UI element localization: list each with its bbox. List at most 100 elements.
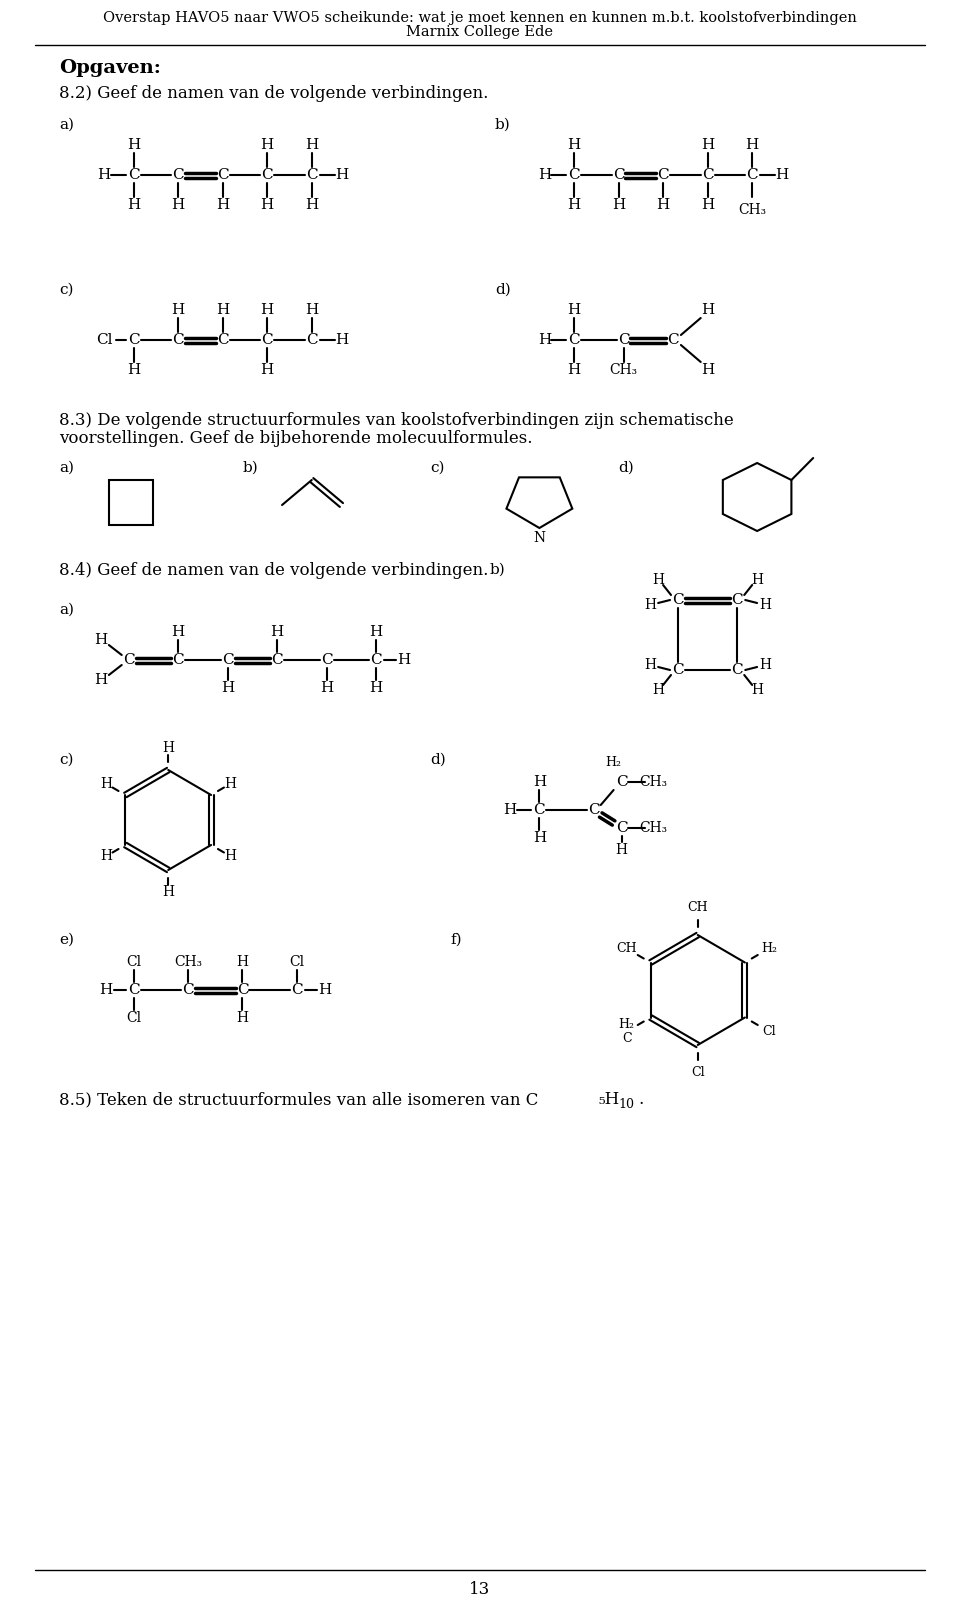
Text: 8.4) Geef de namen van de volgende verbindingen.: 8.4) Geef de namen van de volgende verbi… [60,562,489,579]
Text: C: C [182,983,194,998]
Text: H: H [751,573,763,587]
Text: c): c) [60,283,74,298]
Text: N: N [534,531,545,545]
Text: H: H [127,198,140,212]
Text: CH₃: CH₃ [639,821,667,835]
Text: CH₃: CH₃ [174,956,203,969]
Text: H: H [652,682,664,697]
Text: d): d) [430,753,446,767]
Text: C: C [291,983,302,998]
Text: H: H [260,138,274,151]
Text: e): e) [60,933,74,948]
Text: H: H [101,850,112,862]
Text: CH₃: CH₃ [639,776,667,788]
Text: b): b) [490,563,506,578]
Text: C: C [732,663,743,677]
Text: H: H [370,624,383,639]
Text: CH: CH [687,901,708,914]
Text: H: H [503,803,516,817]
Text: H: H [644,658,657,673]
Text: H: H [612,198,625,212]
Text: H: H [538,167,551,182]
Text: H: H [236,956,249,969]
Text: H: H [335,167,348,182]
Text: H: H [216,198,229,212]
Text: a): a) [60,117,74,132]
Text: C: C [306,167,318,182]
Text: H₂: H₂ [761,941,777,956]
Text: C: C [371,653,382,668]
Text: C: C [217,333,228,348]
Text: Cl: Cl [126,1010,141,1025]
Text: H: H [370,681,383,695]
Text: H: H [759,658,771,673]
Text: H: H [94,673,108,687]
Text: Cl: Cl [762,1025,776,1038]
Text: C: C [612,167,624,182]
Text: Cl: Cl [691,1067,705,1080]
Text: H: H [533,776,546,788]
Text: Cl: Cl [126,956,141,969]
Text: H: H [224,777,236,792]
Text: H: H [759,599,771,611]
Text: H: H [221,681,234,695]
Text: C: C [272,653,283,668]
Text: H: H [652,573,664,587]
Text: Cl: Cl [96,333,112,348]
Text: a): a) [60,462,74,475]
Text: C: C [702,167,713,182]
Text: C: C [615,776,627,788]
Text: 8.5) Teken de structuurformules van alle isomeren van C: 8.5) Teken de structuurformules van alle… [60,1091,539,1109]
Text: H: H [776,167,788,182]
Text: H: H [162,885,175,899]
Text: H: H [567,364,581,377]
Text: C: C [672,663,684,677]
Text: H₂: H₂ [606,756,622,769]
Text: H: H [260,364,274,377]
Text: 8.2) Geef de namen van de volgende verbindingen.: 8.2) Geef de namen van de volgende verbi… [60,85,489,101]
Text: H: H [701,302,714,317]
Text: H: H [216,302,229,317]
Text: C: C [732,594,743,607]
Text: C: C [128,333,139,348]
Text: H: H [746,138,758,151]
Text: C: C [173,167,184,182]
Text: H: H [701,364,714,377]
Text: C: C [128,167,139,182]
Text: C: C [237,983,249,998]
Text: 8.3) De volgende structuurformules van koolstofverbindingen zijn schematische: 8.3) De volgende structuurformules van k… [60,412,734,428]
Text: C: C [123,653,134,668]
Text: H: H [701,138,714,151]
Text: H: H [644,599,657,611]
Text: H: H [101,777,112,792]
Text: H: H [271,624,284,639]
Text: C: C [306,333,318,348]
Text: C: C [173,333,184,348]
Text: b): b) [243,462,258,475]
Text: H: H [172,302,184,317]
Text: C: C [568,333,580,348]
Text: H: H [615,843,628,858]
Text: H: H [94,632,108,647]
Text: C: C [321,653,332,668]
Text: H: H [99,983,112,998]
Text: d): d) [494,283,511,298]
Text: H₂
C: H₂ C [618,1017,635,1046]
Text: ₅H: ₅H [599,1091,620,1109]
Text: C: C [173,653,184,668]
Text: H: H [236,1010,249,1025]
Text: CH: CH [616,941,636,956]
Text: C: C [261,167,273,182]
Text: H: H [224,850,236,862]
Text: H: H [172,198,184,212]
Text: C: C [617,333,630,348]
Text: H: H [127,364,140,377]
Text: H: H [305,302,319,317]
Text: H: H [172,624,184,639]
Text: H: H [397,653,411,668]
Text: C: C [217,167,228,182]
Text: .: . [638,1091,643,1109]
Text: C: C [128,983,139,998]
Text: H: H [567,198,581,212]
Text: f): f) [450,933,462,948]
